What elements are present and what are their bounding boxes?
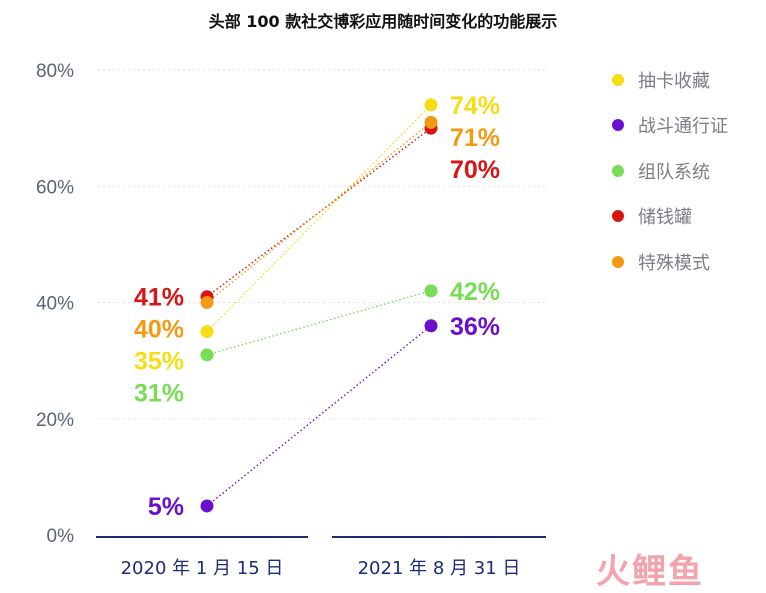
data-point xyxy=(200,348,214,362)
watermark-logo: 火鲤鱼 xyxy=(596,552,704,592)
data-point xyxy=(200,296,214,309)
legend-swatch xyxy=(612,210,624,223)
legend-label: 组队系统 xyxy=(638,161,710,183)
data-point xyxy=(424,319,438,333)
y-tick-label: 80% xyxy=(36,61,74,82)
data-label: 41% xyxy=(134,284,184,312)
legend-swatch xyxy=(612,255,624,268)
connector-line xyxy=(206,104,432,333)
data-label: 31% xyxy=(134,380,184,408)
y-tick-label: 40% xyxy=(36,294,74,315)
y-tick-label: 0% xyxy=(47,526,75,547)
data-point xyxy=(424,115,438,129)
data-point xyxy=(200,325,214,339)
data-point xyxy=(424,98,438,112)
x-tick-label: 2021 年 8 月 31 日 xyxy=(358,558,521,579)
legend-item: 战斗通行证 xyxy=(612,103,728,149)
data-label: 5% xyxy=(148,493,184,521)
legend-item: 储钱罐 xyxy=(612,194,728,240)
legend-label: 储钱罐 xyxy=(638,207,692,229)
data-label: 74% xyxy=(450,92,500,120)
chart-title: 头部 100 款社交博彩应用随时间变化的功能展示 xyxy=(208,12,558,31)
legend-label: 战斗通行证 xyxy=(638,116,728,138)
data-point xyxy=(424,284,438,298)
legend: 抽卡收藏战斗通行证组队系统储钱罐特殊模式 xyxy=(612,57,728,285)
legend-label: 抽卡收藏 xyxy=(638,70,710,92)
data-label: 42% xyxy=(450,278,500,306)
legend-swatch xyxy=(612,73,624,86)
data-label: 71% xyxy=(450,124,500,152)
x-tick-label: 2020 年 1 月 15 日 xyxy=(121,558,284,579)
legend-item: 特殊模式 xyxy=(612,239,728,285)
legend-swatch xyxy=(612,119,624,132)
data-label: 35% xyxy=(134,348,184,376)
connector-line xyxy=(206,325,432,507)
y-tick-label: 20% xyxy=(36,410,74,431)
legend-label: 特殊模式 xyxy=(638,252,710,274)
legend-swatch xyxy=(612,164,624,177)
data-label: 40% xyxy=(134,316,184,344)
legend-item: 组队系统 xyxy=(612,148,728,194)
data-label: 70% xyxy=(450,156,500,184)
legend-item: 抽卡收藏 xyxy=(612,57,728,103)
data-label: 36% xyxy=(450,313,500,341)
data-point xyxy=(200,499,214,513)
connector-line xyxy=(206,127,432,298)
y-tick-label: 60% xyxy=(36,177,74,198)
connector-line xyxy=(206,290,432,356)
